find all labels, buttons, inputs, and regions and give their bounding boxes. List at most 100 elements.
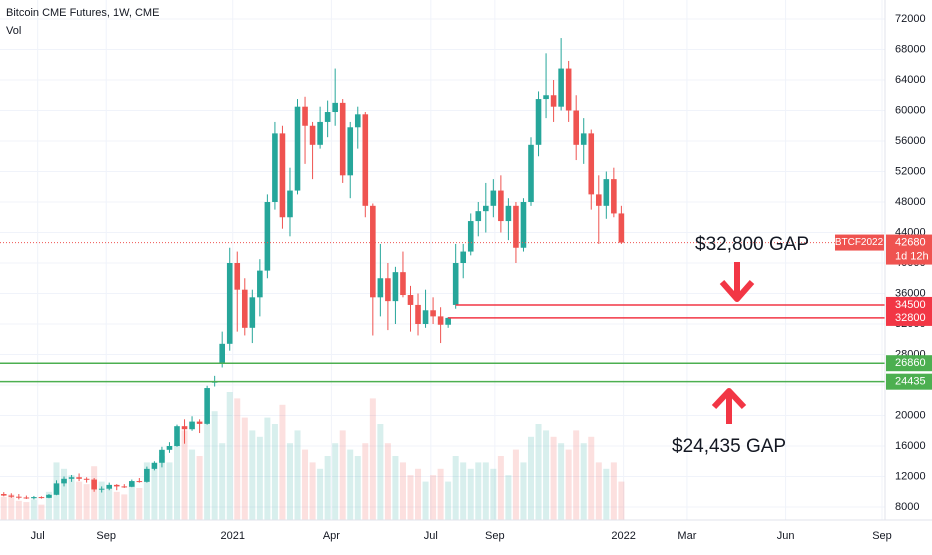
y-tick-label: 36000 <box>895 287 926 299</box>
candle-body <box>234 263 241 290</box>
volume-bar <box>460 462 467 520</box>
volume-bar <box>128 484 135 520</box>
candle-body <box>528 144 534 202</box>
candle-body <box>151 462 158 469</box>
candle-body <box>332 102 338 113</box>
volume-bar <box>279 404 286 520</box>
volume-bar <box>98 481 105 520</box>
candle-body <box>422 310 429 324</box>
volume-bar <box>610 462 617 520</box>
volume-bar <box>399 462 406 520</box>
x-tick-label: Sep <box>96 530 116 542</box>
candle-body <box>377 278 384 298</box>
candle-body <box>294 106 301 191</box>
candle-body <box>324 112 331 122</box>
volume-bar <box>528 436 534 520</box>
candle-body <box>159 449 165 463</box>
y-tick-label: 60000 <box>895 104 926 116</box>
y-tick-label: 48000 <box>895 196 926 208</box>
volume-bar <box>467 468 474 520</box>
symbol-box <box>835 234 884 251</box>
symbol-label: BTCF2022 <box>835 237 884 248</box>
volume-bar <box>211 411 218 520</box>
annotation: $32,800 GAP <box>695 234 809 255</box>
volume-bar <box>23 502 30 520</box>
volume-bar <box>362 443 369 520</box>
volume-bar <box>347 449 354 520</box>
x-tick-label: 2022 <box>611 530 635 542</box>
volume-bar <box>422 481 429 520</box>
candle-body <box>113 484 120 487</box>
volume-bar <box>166 462 173 520</box>
candle-body <box>543 95 549 100</box>
volume-bar <box>76 481 83 520</box>
candle-body <box>573 110 579 145</box>
volume-bar <box>520 462 527 520</box>
volume-bar <box>332 443 339 520</box>
candle-body <box>0 494 7 496</box>
candle-body <box>129 481 135 487</box>
y-tick-label: 72000 <box>895 13 926 25</box>
candle-body <box>219 343 225 364</box>
candle-body <box>385 278 391 302</box>
volume-bar <box>234 398 241 520</box>
volume-bar <box>497 456 504 520</box>
volume-bar <box>219 443 226 520</box>
volume-bar <box>158 456 165 520</box>
candle-body <box>241 289 248 328</box>
candle-body <box>166 446 173 450</box>
level-label: 24435 <box>895 376 926 388</box>
volume-bar <box>302 449 309 520</box>
candle-body <box>354 114 361 128</box>
volume-bar <box>317 468 324 520</box>
candle-body <box>520 202 527 248</box>
candle-body <box>144 468 150 482</box>
volume-bar <box>445 481 452 520</box>
volume-bar <box>106 488 113 520</box>
level-box <box>886 373 932 390</box>
level-box <box>886 309 932 326</box>
volume-bar <box>580 443 587 520</box>
candle-body <box>618 213 625 243</box>
candle-body <box>181 426 188 430</box>
y-tick-label: 16000 <box>895 440 926 452</box>
volume-bar <box>565 449 572 520</box>
y-tick-label: 52000 <box>895 165 926 177</box>
candle-body <box>467 221 474 252</box>
level-label: 34500 <box>895 299 926 311</box>
volume-bar <box>189 449 196 520</box>
volume-bar <box>68 475 75 520</box>
volume-bar <box>15 500 22 520</box>
candle-body <box>279 133 286 218</box>
x-tick-label: Mar <box>677 530 696 542</box>
x-tick-label: Apr <box>323 530 340 542</box>
volume-bar <box>392 456 399 520</box>
arrow-up <box>711 388 747 424</box>
price-box <box>886 234 932 265</box>
x-tick-label: 2021 <box>220 530 244 542</box>
volume-bar <box>121 494 128 520</box>
volume-bar <box>452 456 459 520</box>
countdown-label: 1d 12h <box>895 250 929 262</box>
candle-body <box>31 497 37 499</box>
volume-bar <box>437 468 444 520</box>
volume-bar <box>490 468 497 520</box>
volume-bar <box>512 449 519 520</box>
volume-bar <box>309 462 316 520</box>
candle-body <box>136 481 143 483</box>
candle-body <box>362 114 369 206</box>
candle-body <box>415 304 421 324</box>
candle-body <box>272 133 278 202</box>
candle-body <box>490 190 497 206</box>
volume-bar <box>136 488 143 520</box>
volume-bar <box>38 504 45 520</box>
volume-bar <box>61 468 68 520</box>
volume-bar <box>249 430 256 520</box>
candle-body <box>76 477 82 479</box>
candle-body <box>550 95 557 107</box>
candle-body <box>16 496 22 498</box>
volume-bar <box>286 443 293 520</box>
candle-body <box>174 426 180 446</box>
candle-body <box>437 316 444 325</box>
